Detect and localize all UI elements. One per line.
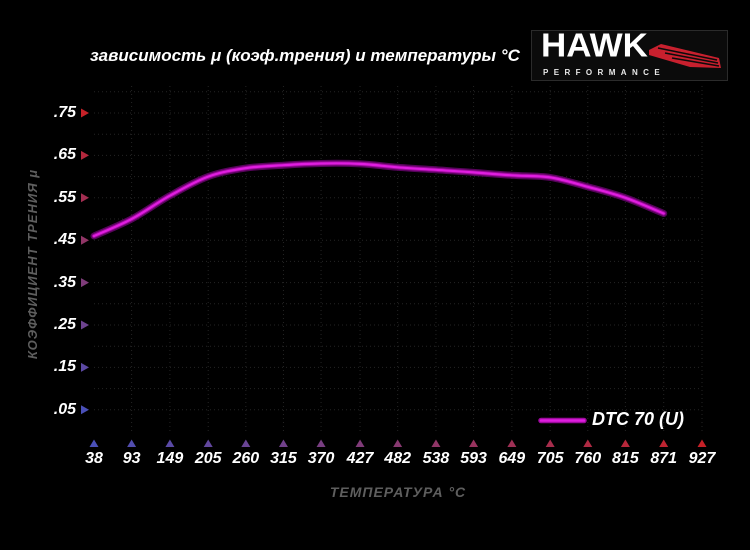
x-tick-arrow-icon bbox=[278, 439, 288, 447]
x-tick-arrow-icon bbox=[203, 439, 213, 447]
x-tick-arrow-icon bbox=[507, 439, 517, 447]
hawk-brand-text: HAWK bbox=[541, 27, 648, 65]
x-tick-label: 149 bbox=[156, 450, 184, 467]
x-tick-label: 760 bbox=[574, 450, 602, 467]
x-tick-label: 871 bbox=[650, 450, 678, 467]
y-tick-label: .35 bbox=[53, 273, 76, 291]
y-tick-arrow-icon bbox=[81, 320, 89, 330]
y-tick-arrow-icon bbox=[81, 235, 89, 245]
x-tick-label: 93 bbox=[122, 450, 141, 467]
x-tick-label: 705 bbox=[536, 450, 564, 467]
y-tick-arrow-icon bbox=[81, 108, 89, 118]
y-tick-label: .45 bbox=[53, 231, 76, 249]
y-tick-arrow-icon bbox=[81, 362, 89, 372]
x-tick-arrow-icon bbox=[316, 439, 326, 447]
x-tick-label: 315 bbox=[270, 450, 297, 467]
chart-title: зависимость μ (коэф.трения) и температур… bbox=[90, 46, 520, 65]
y-tick-label: .55 bbox=[53, 188, 76, 206]
friction-curve bbox=[91, 161, 666, 239]
x-tick-label: 370 bbox=[307, 450, 335, 467]
y-tick-arrow-icon bbox=[81, 150, 89, 160]
x-tick-label: 927 bbox=[688, 450, 716, 467]
x-tick-arrow-icon bbox=[241, 439, 251, 447]
x-tick-label: 538 bbox=[422, 450, 450, 467]
x-tick-arrow-icon bbox=[127, 439, 137, 447]
x-tick-label: 38 bbox=[85, 450, 103, 467]
x-tick-arrow-icon bbox=[165, 439, 175, 447]
x-tick-arrow-icon bbox=[393, 439, 403, 447]
y-tick-arrow-icon bbox=[81, 405, 89, 415]
x-tick-label: 649 bbox=[498, 450, 526, 467]
x-tick-arrow-icon bbox=[659, 439, 669, 447]
legend-label: DTC 70 (U) bbox=[592, 409, 685, 429]
y-tick-arrow-icon bbox=[81, 193, 89, 203]
x-tick-label: 593 bbox=[460, 450, 487, 467]
x-tick-label: 427 bbox=[346, 450, 374, 467]
y-tick-label: .25 bbox=[53, 316, 76, 333]
x-tick-label: 815 bbox=[612, 450, 639, 467]
y-tick-label: .65 bbox=[53, 146, 76, 164]
hawk-wing-icon bbox=[649, 44, 721, 68]
x-tick-arrow-icon bbox=[469, 439, 479, 447]
friction-curve bbox=[90, 159, 668, 240]
x-tick-arrow-icon bbox=[355, 439, 365, 447]
x-axis-title: ТЕМПЕРАТУРА °C bbox=[329, 484, 467, 500]
x-tick-label: 205 bbox=[194, 450, 222, 467]
x-tick-arrow-icon bbox=[583, 439, 593, 447]
x-tick-arrow-icon bbox=[697, 439, 707, 447]
x-tick-arrow-icon bbox=[431, 439, 441, 447]
y-tick-label: .05 bbox=[53, 400, 76, 418]
y-tick-label: .15 bbox=[53, 358, 76, 376]
hawk-performance-text: PERFORMANCE bbox=[543, 68, 666, 77]
x-tick-arrow-icon bbox=[620, 439, 630, 447]
y-tick-label: .75 bbox=[53, 104, 76, 121]
y-tick-arrow-icon bbox=[81, 278, 89, 288]
x-tick-arrow-icon bbox=[89, 439, 99, 447]
x-tick-label: 482 bbox=[384, 450, 411, 467]
friction-curve bbox=[92, 162, 665, 238]
x-tick-label: 260 bbox=[232, 450, 260, 467]
x-tick-arrow-icon bbox=[545, 439, 555, 447]
hawk-logo: HAWK PERFORMANCE bbox=[531, 27, 728, 81]
